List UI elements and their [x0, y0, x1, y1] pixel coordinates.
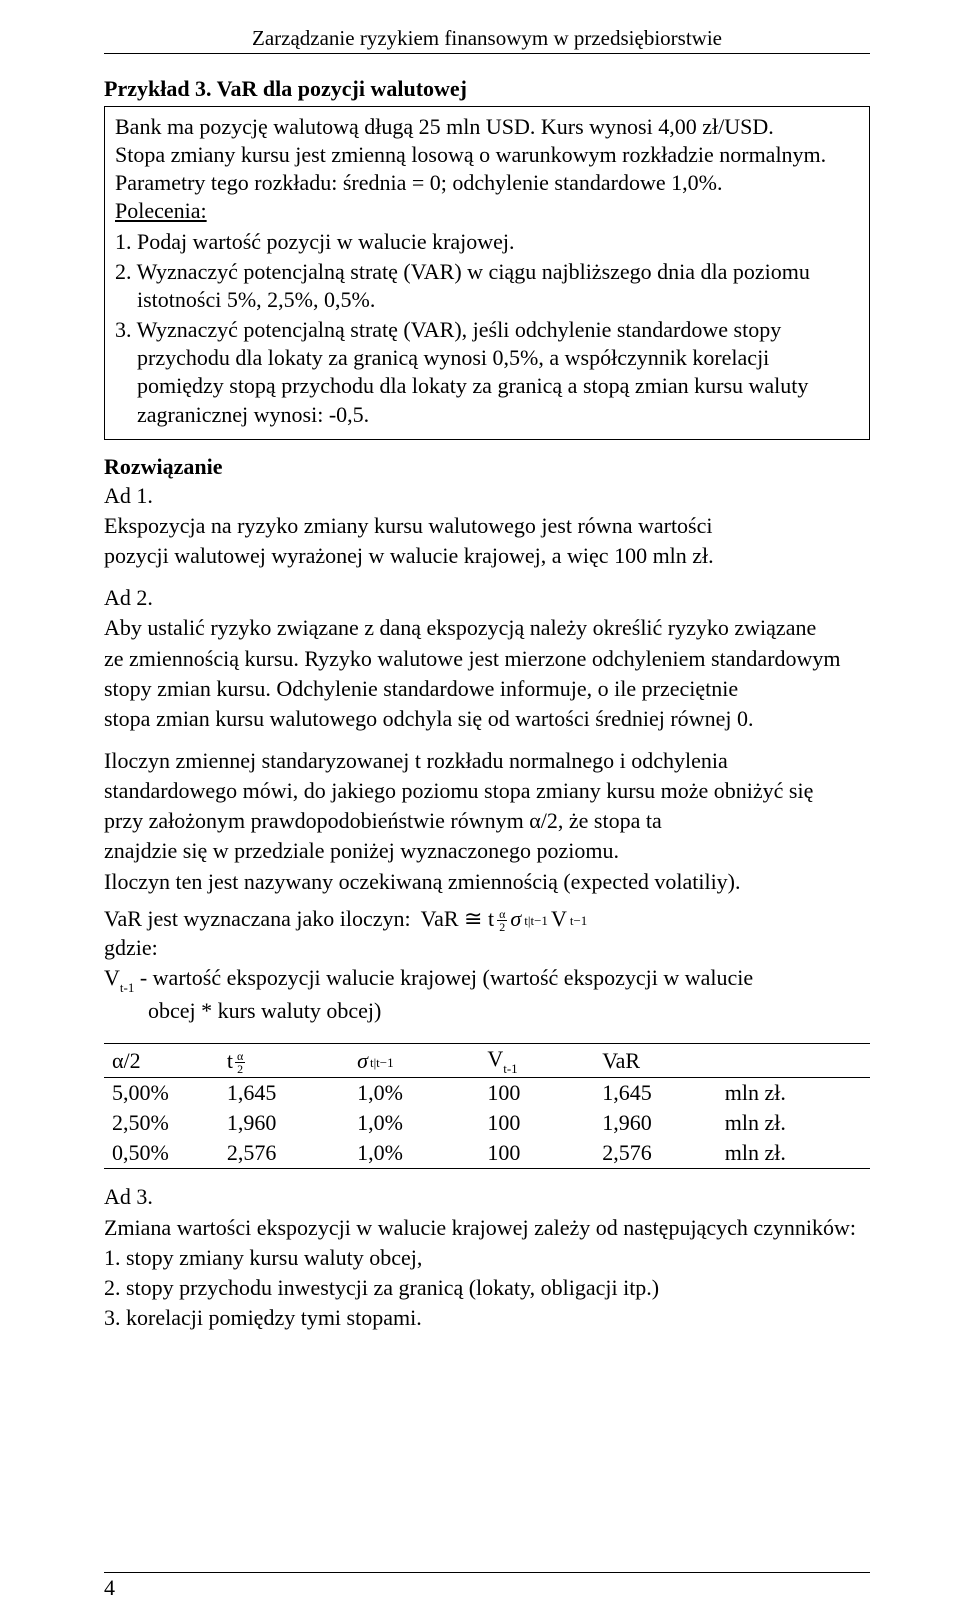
- cell: 0,50%: [104, 1138, 219, 1169]
- paragraph: Ekspozycja na ryzyko zmiany kursu waluto…: [104, 512, 870, 540]
- example-heading: Przykład 3. VaR dla pozycji walutowej: [104, 76, 870, 102]
- paragraph: pozycji walutowej wyrażonej w walucie kr…: [104, 542, 870, 570]
- cell: 1,645: [594, 1078, 717, 1109]
- cell: 1,0%: [349, 1108, 479, 1138]
- var-formula-label: VaR jest wyznaczana jako iloczyn:: [104, 906, 411, 932]
- ad2-label: Ad 2.: [104, 584, 870, 612]
- cell: 1,960: [594, 1108, 717, 1138]
- paragraph: standardowego mówi, do jakiego poziomu s…: [104, 777, 870, 805]
- cell: mln zł.: [717, 1078, 870, 1109]
- box-item: 3. Wyznaczyć potencjalną stratę (VAR), j…: [115, 316, 859, 429]
- box-line: Parametry tego rozkładu: średnia = 0; od…: [115, 169, 859, 197]
- box-item: 2. Wyznaczyć potencjalną stratę (VAR) w …: [115, 258, 859, 314]
- cell: 100: [479, 1078, 594, 1109]
- list-item: 2. stopy przychodu inwestycji za granicą…: [104, 1274, 870, 1302]
- paragraph: Iloczyn ten jest nazywany oczekiwaną zmi…: [104, 868, 870, 896]
- ad3-label: Ad 3.: [104, 1183, 870, 1211]
- table-row: 5,00% 1,645 1,0% 100 1,645 mln zł.: [104, 1078, 870, 1109]
- cell: 1,0%: [349, 1138, 479, 1169]
- problem-box: Bank ma pozycję walutową długą 25 mln US…: [104, 106, 870, 440]
- paragraph: stopa zmian kursu walutowego odchyla się…: [104, 705, 870, 733]
- paragraph: obcej * kurs waluty obcej): [104, 997, 870, 1025]
- page-number: 4: [104, 1575, 115, 1601]
- box-line: Bank ma pozycję walutową długą 25 mln US…: [115, 113, 859, 141]
- col-v: Vt-1: [479, 1044, 594, 1078]
- cell: 2,576: [594, 1138, 717, 1169]
- cell: 100: [479, 1138, 594, 1169]
- cell: 1,0%: [349, 1078, 479, 1109]
- table-row: 2,50% 1,960 1,0% 100 1,960 mln zł.: [104, 1108, 870, 1138]
- cell: mln zł.: [717, 1108, 870, 1138]
- paragraph: Iloczyn zmiennej standaryzowanej t rozkł…: [104, 747, 870, 775]
- cell: 2,576: [219, 1138, 349, 1169]
- col-sigma: σt|t−1: [349, 1044, 479, 1078]
- list-item: 1. stopy zmiany kursu waluty obcej,: [104, 1244, 870, 1272]
- col-var: VaR: [594, 1044, 717, 1078]
- footer-rule: [104, 1572, 870, 1573]
- paragraph: przy założonym prawdopodobieństwie równy…: [104, 807, 870, 835]
- paragraph: Zmiana wartości ekspozycji w walucie kra…: [104, 1214, 870, 1242]
- cell: 100: [479, 1108, 594, 1138]
- col-unit: [717, 1044, 870, 1078]
- var-formula: VaR ≅ tα2 σt|t−1Vt−1: [421, 906, 588, 932]
- box-item: 1. Podaj wartość pozycji w walucie krajo…: [115, 228, 859, 256]
- col-alpha: α/2: [104, 1044, 219, 1078]
- col-t: tα2: [219, 1044, 349, 1078]
- cell: 1,645: [219, 1078, 349, 1109]
- gdzie-label: gdzie:: [104, 934, 870, 962]
- running-head: Zarządzanie ryzykiem finansowym w przeds…: [104, 26, 870, 51]
- table-header-row: α/2 tα2 σt|t−1 Vt-1 VaR: [104, 1044, 870, 1078]
- list-item: 3. korelacji pomiędzy tymi stopami.: [104, 1304, 870, 1332]
- paragraph: znajdzie się w przedziale poniżej wyznac…: [104, 837, 870, 865]
- cell: 5,00%: [104, 1078, 219, 1109]
- paragraph: Vt-1 - wartość ekspozycji walucie krajow…: [104, 964, 870, 995]
- box-line: Stopa zmiany kursu jest zmienną losową o…: [115, 141, 859, 169]
- header-rule: [104, 53, 870, 54]
- solution-heading: Rozwiązanie: [104, 454, 870, 480]
- box-polecenia-label: Polecenia:: [115, 197, 859, 225]
- paragraph: stopy zmian kursu. Odchylenie standardow…: [104, 675, 870, 703]
- cell: 2,50%: [104, 1108, 219, 1138]
- page: Zarządzanie ryzykiem finansowym w przeds…: [0, 0, 960, 1619]
- cell: mln zł.: [717, 1138, 870, 1169]
- paragraph: Aby ustalić ryzyko związane z daną ekspo…: [104, 614, 870, 642]
- table-row: 0,50% 2,576 1,0% 100 2,576 mln zł.: [104, 1138, 870, 1169]
- ad1-label: Ad 1.: [104, 482, 870, 510]
- paragraph: ze zmiennością kursu. Ryzyko walutowe je…: [104, 645, 870, 673]
- var-table: α/2 tα2 σt|t−1 Vt-1 VaR 5,00% 1,645 1,0%…: [104, 1043, 870, 1169]
- var-formula-line: VaR jest wyznaczana jako iloczyn: VaR ≅ …: [104, 906, 870, 932]
- cell: 1,960: [219, 1108, 349, 1138]
